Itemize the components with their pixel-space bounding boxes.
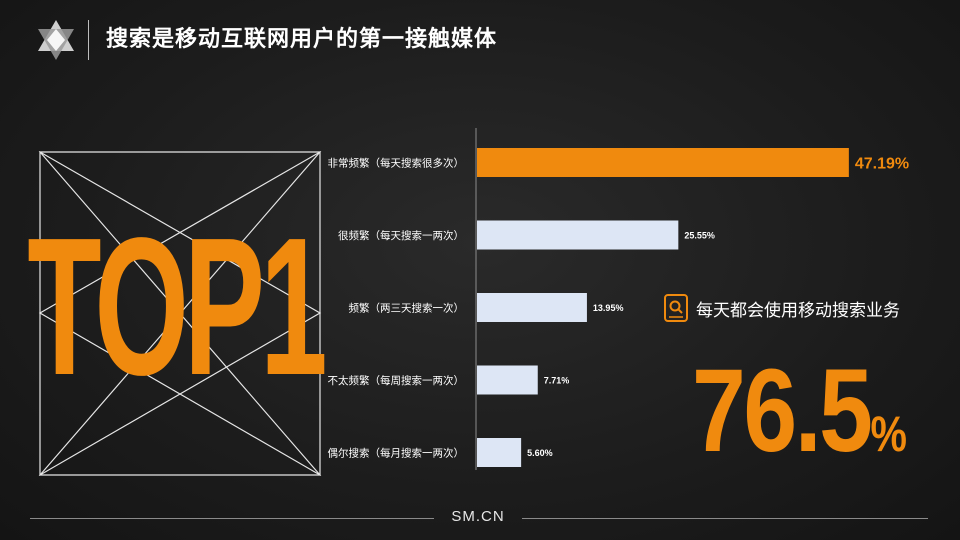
bar <box>477 220 679 250</box>
daily-usage-percent: % <box>870 406 907 462</box>
bar <box>477 148 849 177</box>
star-logo-icon <box>38 20 74 60</box>
mobile-search-icon <box>664 294 688 322</box>
category-label: 频繁（两三天搜索一次） <box>349 302 465 315</box>
value-label: 13.95% <box>593 303 624 313</box>
daily-usage-value: 76.5% <box>692 352 907 470</box>
bar <box>477 293 587 322</box>
footer-divider-right <box>522 518 928 519</box>
value-label: 25.55% <box>684 231 715 241</box>
value-label: 5.60% <box>527 448 553 458</box>
title-separator <box>88 20 89 60</box>
bar <box>477 438 522 467</box>
category-label: 偶尔搜索（每月搜索一两次） <box>328 447 465 460</box>
footer-divider-left <box>30 518 434 519</box>
page-title: 搜索是移动互联网用户的第一接触媒体 <box>106 27 498 52</box>
footer-brand: SM.CN <box>451 508 505 525</box>
bar <box>477 365 538 395</box>
daily-usage-number: 76.5 <box>692 345 873 477</box>
category-label: 非常频繁（每天搜索很多次） <box>328 157 465 170</box>
category-label: 不太频繁（每周搜索一两次） <box>328 374 465 387</box>
daily-usage-label: 每天都会使用移动搜索业务 <box>696 301 900 321</box>
value-label: 47.19% <box>855 156 909 173</box>
category-label: 很频繁（每天搜索一两次） <box>338 229 464 242</box>
value-label: 7.71% <box>544 376 570 386</box>
